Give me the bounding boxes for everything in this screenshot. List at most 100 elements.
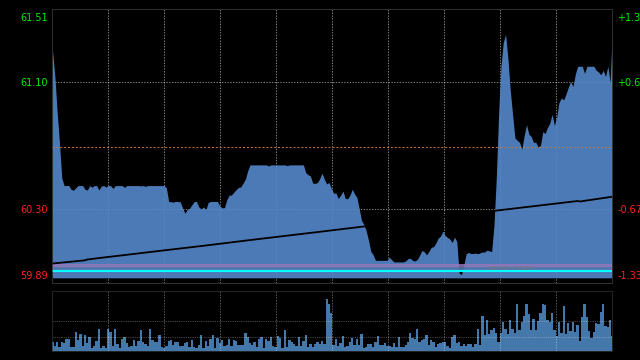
Bar bbox=[342, 336, 344, 351]
Bar bbox=[400, 347, 402, 351]
Bar bbox=[225, 345, 228, 351]
Bar bbox=[367, 344, 370, 351]
Bar bbox=[511, 329, 514, 351]
Bar bbox=[81, 346, 84, 351]
Bar bbox=[383, 343, 386, 351]
Bar bbox=[328, 304, 330, 351]
Bar bbox=[177, 342, 179, 351]
Bar bbox=[256, 347, 258, 351]
Bar bbox=[372, 347, 374, 351]
Bar bbox=[298, 337, 300, 351]
Bar bbox=[200, 334, 202, 351]
Bar bbox=[88, 337, 91, 351]
Bar bbox=[239, 345, 242, 351]
Bar bbox=[212, 335, 214, 351]
Bar bbox=[540, 312, 541, 351]
Bar bbox=[79, 334, 81, 351]
Bar bbox=[435, 347, 437, 351]
Bar bbox=[216, 338, 219, 351]
Bar bbox=[337, 346, 339, 351]
Bar bbox=[586, 317, 588, 351]
Bar bbox=[532, 319, 534, 351]
Bar bbox=[339, 343, 342, 351]
Bar bbox=[477, 329, 479, 351]
Bar bbox=[284, 330, 286, 351]
Bar bbox=[516, 304, 518, 351]
Bar bbox=[91, 348, 93, 351]
Bar bbox=[221, 341, 223, 351]
Bar bbox=[544, 305, 547, 351]
Bar bbox=[458, 342, 460, 351]
Bar bbox=[360, 334, 363, 351]
Bar bbox=[374, 342, 376, 351]
Bar bbox=[584, 304, 586, 351]
Bar bbox=[214, 348, 216, 351]
Bar bbox=[61, 342, 63, 351]
Bar bbox=[312, 347, 314, 351]
Bar bbox=[541, 304, 544, 351]
Bar bbox=[188, 347, 191, 351]
Bar bbox=[488, 334, 490, 351]
Bar bbox=[219, 343, 221, 351]
Bar bbox=[170, 341, 172, 351]
Bar bbox=[588, 331, 591, 351]
Bar bbox=[404, 346, 407, 351]
Bar bbox=[426, 335, 428, 351]
Bar bbox=[260, 337, 263, 351]
Bar bbox=[291, 342, 293, 351]
Bar bbox=[412, 338, 414, 351]
Bar bbox=[474, 344, 477, 351]
Bar bbox=[479, 345, 481, 351]
Bar bbox=[386, 346, 388, 351]
Bar bbox=[84, 335, 86, 351]
Bar bbox=[593, 332, 595, 351]
Bar bbox=[481, 316, 483, 351]
Bar bbox=[93, 346, 95, 351]
Bar bbox=[321, 341, 323, 351]
Bar bbox=[314, 344, 316, 351]
Bar bbox=[135, 346, 138, 351]
Bar bbox=[300, 346, 302, 351]
Bar bbox=[442, 342, 444, 351]
Bar bbox=[142, 342, 144, 351]
Bar bbox=[490, 330, 493, 351]
Bar bbox=[272, 346, 275, 351]
Bar bbox=[158, 336, 161, 351]
Bar bbox=[140, 330, 142, 351]
Bar bbox=[68, 339, 70, 351]
Bar bbox=[407, 342, 409, 351]
Bar bbox=[112, 346, 114, 351]
Bar bbox=[251, 345, 253, 351]
Bar bbox=[333, 345, 335, 351]
Bar bbox=[430, 340, 433, 351]
Bar bbox=[131, 346, 132, 351]
Bar bbox=[52, 267, 612, 270]
Bar bbox=[263, 347, 265, 351]
Bar bbox=[195, 348, 198, 351]
Bar bbox=[70, 347, 72, 351]
Bar bbox=[118, 348, 121, 351]
Bar bbox=[600, 312, 602, 351]
Bar bbox=[567, 323, 570, 351]
Bar bbox=[72, 347, 74, 351]
Bar bbox=[365, 347, 367, 351]
Bar bbox=[604, 325, 607, 351]
Bar bbox=[326, 299, 328, 351]
Bar bbox=[609, 320, 611, 351]
Bar bbox=[269, 337, 272, 351]
Bar bbox=[295, 346, 298, 351]
Bar bbox=[379, 345, 381, 351]
Bar bbox=[565, 334, 567, 351]
Bar bbox=[121, 339, 124, 351]
Bar bbox=[556, 336, 558, 351]
Bar bbox=[151, 340, 154, 351]
Bar bbox=[95, 341, 98, 351]
Bar bbox=[58, 347, 61, 351]
Bar bbox=[165, 346, 168, 351]
Bar bbox=[253, 342, 256, 351]
Bar bbox=[521, 321, 523, 351]
Bar bbox=[246, 337, 249, 351]
Bar bbox=[114, 329, 116, 351]
Bar bbox=[230, 346, 232, 351]
Bar bbox=[86, 343, 88, 351]
